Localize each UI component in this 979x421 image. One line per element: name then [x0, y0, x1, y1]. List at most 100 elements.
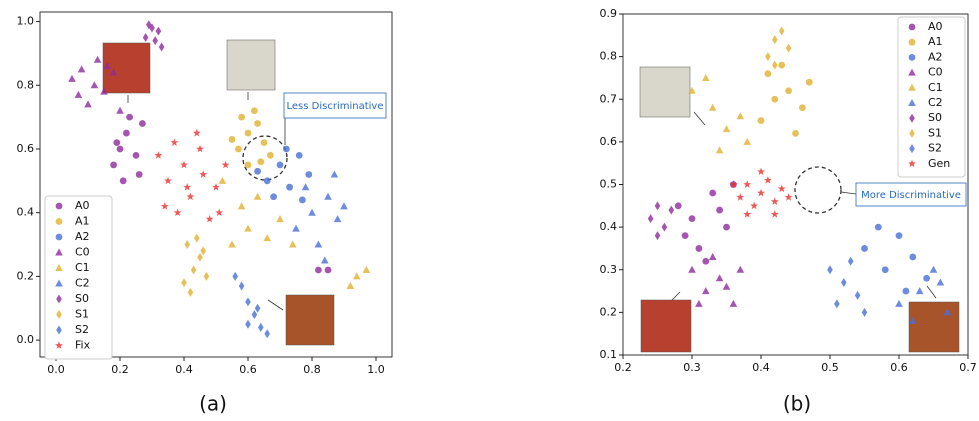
- point: [340, 202, 348, 209]
- legend-label: S1: [928, 126, 942, 139]
- legend-marker: [56, 234, 63, 241]
- series: [229, 107, 274, 168]
- point: [94, 56, 102, 63]
- point: [110, 162, 117, 169]
- point: [181, 278, 187, 287]
- guitar-image: [909, 302, 959, 352]
- x-tick-label: 0.3: [683, 361, 701, 374]
- point: [302, 183, 310, 190]
- legend-label: A1: [75, 215, 90, 228]
- point: [258, 323, 264, 332]
- point: [758, 117, 765, 124]
- arrow: [927, 286, 936, 298]
- x-tick-label: 0.0: [47, 363, 65, 376]
- series: [861, 224, 930, 295]
- point: [270, 193, 277, 200]
- legend-label: S0: [928, 111, 942, 124]
- point: [743, 138, 751, 145]
- point: [786, 44, 792, 53]
- point: [848, 257, 854, 266]
- series: [292, 170, 348, 263]
- point: [215, 208, 223, 216]
- point: [133, 152, 140, 159]
- point: [321, 256, 329, 263]
- page: {"chart_data": [ {"type": "scatter", "pa…: [0, 0, 979, 421]
- point: [841, 278, 847, 287]
- point: [709, 104, 717, 111]
- point: [723, 125, 731, 132]
- series: [154, 129, 229, 223]
- point: [688, 266, 696, 273]
- x-tick-label: 0.6: [890, 361, 908, 374]
- highlight-circle: [795, 167, 841, 213]
- x-tick-label: 0.2: [614, 361, 632, 374]
- legend-label: C0: [928, 66, 943, 79]
- point: [239, 281, 245, 290]
- legend-label: A0: [75, 199, 90, 212]
- point: [771, 197, 779, 205]
- point: [689, 215, 696, 222]
- series: [675, 181, 737, 265]
- point: [363, 266, 371, 273]
- x-tick-label: 0.4: [175, 363, 193, 376]
- arrow: [672, 292, 680, 300]
- point: [194, 234, 200, 243]
- point: [331, 170, 339, 177]
- point: [702, 287, 710, 294]
- series: [254, 146, 312, 204]
- point: [737, 266, 745, 273]
- point: [188, 288, 194, 297]
- y-tick-label: 0.3: [600, 263, 618, 276]
- point: [154, 151, 162, 159]
- point: [757, 189, 765, 197]
- point: [116, 107, 124, 114]
- point: [315, 241, 323, 248]
- point: [289, 241, 297, 248]
- point: [152, 36, 158, 45]
- legend-marker: [56, 203, 63, 210]
- point: [765, 70, 772, 77]
- point: [286, 184, 293, 191]
- point: [723, 224, 730, 231]
- annotation: More Discriminative: [861, 190, 961, 201]
- point: [264, 177, 271, 184]
- series: [232, 272, 270, 338]
- point: [648, 214, 654, 223]
- legend-label: C2: [928, 96, 943, 109]
- point: [730, 300, 738, 307]
- point: [669, 206, 675, 215]
- point: [862, 308, 868, 317]
- point: [909, 254, 916, 261]
- point: [930, 266, 938, 273]
- point: [186, 193, 194, 201]
- series: [765, 27, 791, 70]
- legend-label: S0: [75, 292, 89, 305]
- point: [200, 246, 206, 255]
- legend-label: Fix: [75, 339, 91, 352]
- point: [875, 224, 882, 231]
- point: [78, 65, 86, 72]
- x-tick-label: 0.6: [239, 363, 257, 376]
- point: [315, 267, 322, 274]
- point: [136, 171, 143, 178]
- point: [324, 193, 332, 200]
- point: [750, 202, 758, 210]
- portrait-image: [641, 300, 691, 352]
- point: [123, 130, 130, 137]
- point: [199, 170, 207, 178]
- point: [139, 120, 146, 127]
- point: [308, 209, 316, 216]
- legend-marker: [909, 24, 916, 31]
- point: [799, 104, 806, 111]
- point: [916, 287, 924, 294]
- x-tick-label: 0.7: [959, 361, 977, 374]
- point: [228, 241, 236, 248]
- point: [91, 81, 99, 88]
- point: [255, 304, 261, 313]
- point: [827, 265, 833, 274]
- point: [252, 310, 258, 319]
- guitar-image: [286, 295, 334, 345]
- point: [772, 35, 778, 44]
- series: [688, 74, 751, 153]
- elephant-image: [640, 67, 690, 117]
